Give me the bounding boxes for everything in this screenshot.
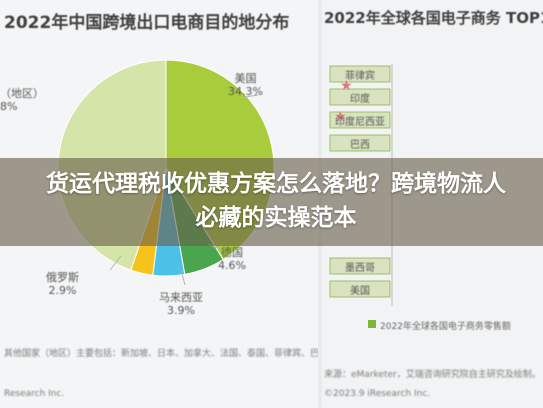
bar-category-label: 印度: [350, 94, 370, 105]
leader-line: [237, 94, 259, 99]
leader-line: [109, 255, 122, 271]
star-icon: ★: [334, 109, 347, 125]
bar-category-label: 美国: [350, 286, 370, 297]
bar-chart-title: 2022年全球各国电子商务 TOP10: [324, 9, 543, 27]
bar-1: [329, 65, 391, 83]
slice-label-malaysia: 马来西亚 3.9%: [159, 291, 203, 317]
bar-chart: ★★: [329, 64, 393, 328]
bar-2: [329, 88, 391, 106]
slice-label-russia: 俄罗斯 2.9%: [46, 271, 79, 297]
legend-swatch: [368, 320, 376, 328]
bar-category-label: 巴西: [350, 140, 370, 151]
star-icon: ★: [340, 78, 353, 94]
slice-label-germany: 德国 4.6%: [218, 246, 246, 272]
bar-category-label: 墨西哥: [345, 263, 375, 274]
slice-label-other: （地区） 8%: [0, 87, 44, 113]
bar-5: [329, 257, 391, 275]
headline-text: 货运代理税收优惠方案怎么落地？跨境物流人必藏的实操范本: [46, 171, 506, 231]
pie-chart-source: Research Inc.: [4, 389, 65, 399]
bar-chart-legend-label: 2022年全球各国电子商务零售额: [380, 322, 511, 332]
pie-chart-note: 其他国家（地区）主要包括：新加坡、日本、加拿大、法国、泰国、菲律宾、巴: [4, 349, 318, 359]
bar-4: [329, 134, 391, 152]
bar-3: [329, 111, 391, 129]
leader-line: [180, 269, 186, 286]
bar-chart-source: 来源：eMarketer，艾瑞咨询研究院自主研究及绘制。: [324, 370, 541, 380]
bar-6: [329, 280, 391, 298]
bar-category-label: 印度尼西亚: [335, 117, 385, 128]
slice-label-usa: 美国 34.3%: [228, 72, 263, 98]
pie-chart-title: 2022年中国跨境出口电商目的地分布: [4, 13, 290, 33]
bar-category-label: 菲律宾: [345, 71, 375, 82]
bar-chart-copyright: ©2023.9 iResearch Inc.: [324, 389, 431, 399]
headline-banner: [0, 158, 543, 246]
